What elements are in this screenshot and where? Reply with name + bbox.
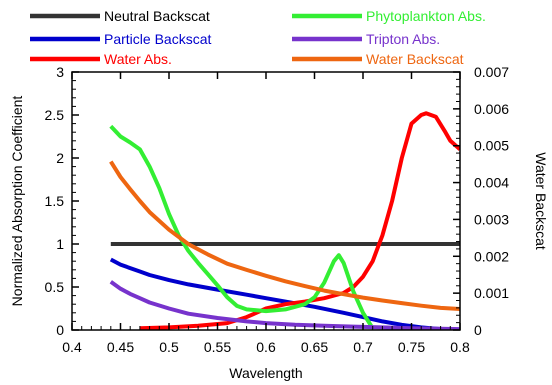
series-line-phytoplankton-abs [109,124,375,330]
y-tick-label: 0 [56,322,64,338]
y-tick-label: 1 [56,236,64,252]
x-tick-label: 0.7 [353,339,373,355]
series-line-water-backscat [109,160,460,311]
x-tick-label: 0.4 [62,339,82,355]
legend-entry: Neutral Backscat [30,8,210,24]
y2-axis-label: Water Backscat [533,152,549,250]
y2-tick-label: 0.001 [474,285,509,301]
series-line-water-abs [139,111,460,330]
legend-label: Water Abs. [104,51,172,67]
y-axis-label: Normalized Absorption Coefficient [9,96,25,307]
legend-entry: Tripton Abs. [292,31,440,47]
y2-tick-label: 0.007 [474,64,509,80]
x-tick-label: 0.5 [159,339,179,355]
x-tick-label: 0.8 [450,339,470,355]
x-axis-label: Wavelength [229,365,302,381]
x-tick-label: 0.65 [301,339,328,355]
axes-layer: 0.4 0.45 0.5 0.55 0.6 0.65 0.7 0.75 0.800.511.52… [45,64,510,355]
x-tick-label: 0.75 [398,339,425,355]
legend: Neutral Backscat Particle Backscat Water A… [30,8,486,67]
plot-frame [71,71,461,331]
y2-tick-label: 0.006 [474,101,509,117]
x-tick-label: 0.6 [256,339,276,355]
y-tick-label: 2 [56,150,64,166]
x-tick-label: 0.45 [107,339,134,355]
y2-tick-label: 0.004 [474,175,509,191]
y2-tick-label: 0.003 [474,211,509,227]
y2-tick-label: 0.002 [474,248,509,264]
y-tick-label: 1.5 [45,193,65,209]
legend-entry: Particle Backscat [30,31,211,47]
legend-entry: Water Abs. [30,51,172,67]
y2-tick-label: 0 [474,322,482,338]
legend-label: Water Backscat [366,51,464,67]
legend-entry: Water Backscat [292,51,464,67]
x-tick-label: 0.55 [204,339,231,355]
legend-label: Phytoplankton Abs. [366,8,486,24]
series-layer [109,111,460,330]
series-line-particle-backscat [109,257,460,330]
y2-tick-label: 0.005 [474,138,509,154]
legend-entry: Phytoplankton Abs. [292,8,486,24]
legend-label: Particle Backscat [104,31,211,47]
y-tick-label: 2.5 [45,107,65,123]
y-tick-label: 0.5 [45,279,65,295]
legend-label: Neutral Backscat [104,8,210,24]
y-tick-label: 3 [56,64,64,80]
legend-label: Tripton Abs. [366,31,440,47]
